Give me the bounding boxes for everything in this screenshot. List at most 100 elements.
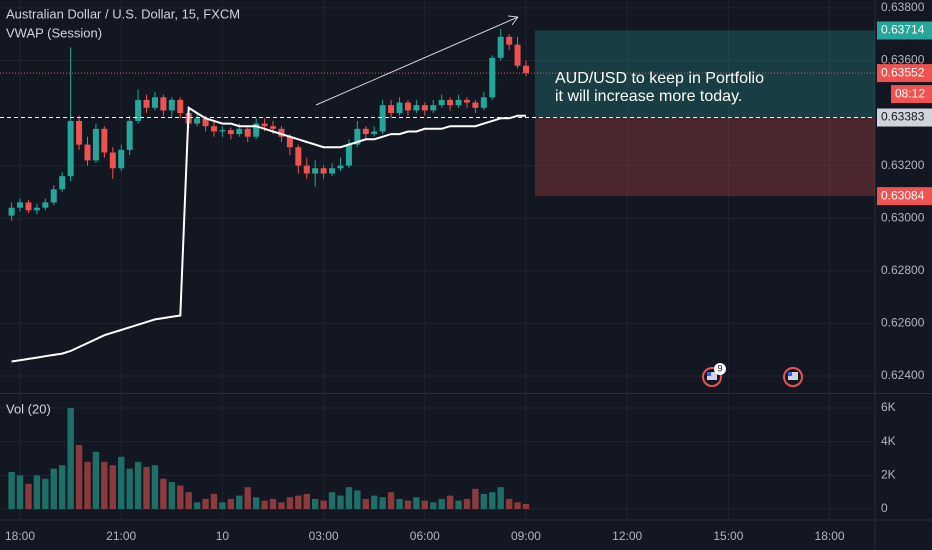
volume-bar: [193, 502, 201, 510]
volume-bar: [328, 492, 336, 510]
candle-body: [354, 128, 361, 145]
volume-bar: [337, 495, 344, 510]
price-label: 0.63552: [881, 65, 925, 79]
volume-bar: [236, 495, 243, 510]
volume-bar: [25, 483, 32, 510]
candle-body: [261, 123, 268, 127]
volume-bar: [497, 487, 504, 510]
y-tick-label: 4K: [881, 434, 896, 448]
volume-bar: [101, 461, 108, 510]
candle-body: [463, 99, 470, 103]
event-flag: [788, 372, 798, 380]
candle-body: [388, 105, 395, 114]
volume-bar: [252, 497, 260, 510]
volume-bar: [286, 497, 294, 510]
volume-bar: [463, 498, 471, 510]
annotation: it will increase more today.: [555, 88, 742, 105]
volume-bar: [311, 498, 319, 510]
candle-body: [480, 97, 487, 108]
x-tick-label: 21:00: [106, 529, 136, 543]
volume-bar: [151, 465, 159, 510]
volume-bar: [345, 487, 353, 510]
volume-bar: [109, 465, 116, 510]
event-flag: [707, 372, 717, 380]
candle-body: [25, 202, 32, 211]
candle-body: [42, 202, 49, 208]
candle-body: [396, 102, 403, 114]
candle-body: [50, 189, 57, 203]
y-tick-label: 0.63200: [881, 158, 925, 172]
candle-body: [430, 105, 437, 111]
candle-body: [497, 36, 504, 58]
candle-body: [379, 105, 386, 132]
candle-body: [59, 176, 66, 190]
volume-bar: [84, 461, 91, 510]
chart-title: Australian Dollar / U.S. Dollar, 15, FXC…: [6, 6, 240, 21]
volume-bar: [404, 500, 412, 510]
volume-bar: [227, 498, 235, 510]
volume-bar: [185, 492, 192, 510]
event-flag-stripe: [788, 372, 792, 376]
volume-bar: [421, 500, 429, 510]
candle-body: [84, 144, 91, 161]
y-tick-label: 0.62400: [881, 368, 925, 382]
candle-body: [118, 149, 125, 169]
legend-entry: VWAP (Session): [6, 25, 102, 40]
volume-bar: [58, 465, 66, 510]
y-tick-label: 0.62600: [881, 316, 925, 330]
y-tick-label: 0.63600: [881, 53, 925, 67]
loss-zone: [535, 117, 875, 197]
candle-body: [362, 128, 369, 135]
volume-bar: [472, 488, 479, 510]
volume-bar: [278, 502, 285, 510]
candle-body: [523, 65, 530, 74]
event-badge: [714, 363, 726, 375]
candle-body: [455, 99, 462, 106]
volume-bar: [244, 487, 251, 510]
y-tick-label: 2K: [881, 468, 896, 482]
volume-bar: [219, 502, 226, 510]
legend-entry: Vol (20): [6, 401, 51, 416]
candle-body: [168, 99, 175, 111]
volume-bar: [8, 471, 15, 510]
arrow-head: [507, 15, 519, 26]
volume-bar: [522, 503, 530, 510]
volume-bar: [396, 498, 403, 510]
volume-bar: [261, 500, 268, 510]
candle-body: [329, 168, 336, 174]
x-tick-label: 18:00: [5, 529, 35, 543]
volume-bar: [379, 497, 386, 510]
volume-bar: [16, 475, 24, 510]
x-tick-label: 10: [216, 529, 230, 543]
price-label-bg: [877, 187, 932, 206]
volume-bar: [446, 495, 454, 510]
x-tick-label: 15:00: [713, 529, 743, 543]
candle-body: [244, 128, 251, 137]
candle-body: [101, 128, 108, 153]
candle-body: [489, 57, 496, 98]
volume-bar: [202, 498, 209, 510]
volume-bar: [514, 502, 521, 510]
candle-body: [295, 147, 302, 166]
volume-bar: [480, 493, 488, 510]
candle-body: [67, 120, 74, 177]
candle-body: [253, 123, 260, 137]
y-tick-label: 6K: [881, 400, 896, 414]
candle-body: [472, 102, 479, 108]
candle-body: [506, 36, 513, 45]
candle-body: [92, 128, 99, 161]
candle-body: [371, 131, 378, 135]
volume-bar: [42, 478, 49, 510]
y-tick-label: 0.63000: [881, 210, 925, 224]
candle-body: [143, 99, 150, 108]
volume-bar: [126, 468, 133, 510]
candle-body: [236, 128, 243, 135]
y-tick-label: 0.62800: [881, 263, 925, 277]
candle-body: [286, 136, 293, 148]
event-flag-stripe: [707, 372, 711, 376]
candle-body: [447, 99, 454, 106]
volume-bar: [177, 485, 184, 510]
volume-bar: [75, 445, 83, 510]
price-label: 0.63383: [881, 110, 925, 124]
volume-bar: [320, 500, 327, 510]
